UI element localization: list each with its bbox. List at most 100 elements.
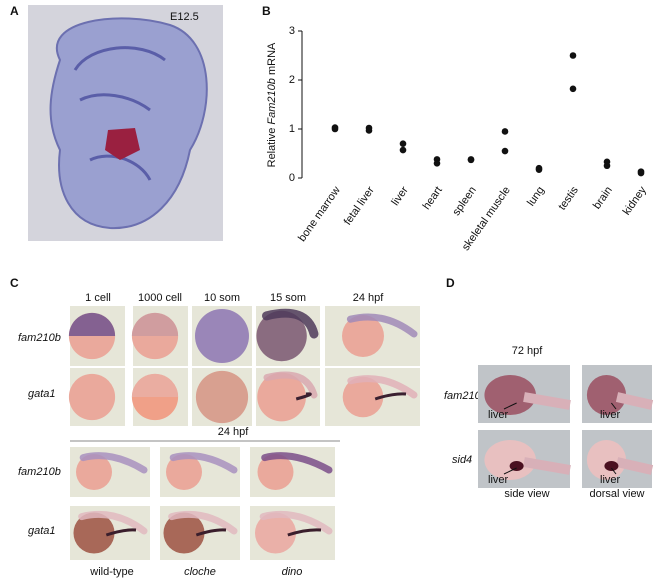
stage-label: 72 hpf [512,345,544,357]
yolk [195,370,249,424]
yolk [254,512,297,554]
column-label: 15 som [270,292,306,304]
x-tick-label: heart [421,185,445,212]
y-label-part: Relative [266,128,278,168]
yolk [342,315,384,357]
x-tick-label: kidney [621,184,649,217]
y-label-part: mRNA [266,42,278,75]
genotype-label: wild-type [89,566,133,578]
tail [259,510,333,535]
data-point [637,169,645,177]
row-label: gata1 [28,388,56,400]
data-point [569,52,577,59]
organ-label: liver [488,474,509,486]
data-point [501,147,509,155]
tail [168,510,238,535]
organ-label: liver [488,409,509,421]
x-tick-label: liver [389,184,411,208]
data-point [569,85,577,93]
x-tick-label: spleen [450,185,478,218]
tail [263,371,318,399]
arrow [611,467,617,475]
y-tick-label: 3 [289,25,295,37]
stage-label: E12.5 [170,11,199,23]
column-label: 1000 cell [138,292,182,304]
genotype-label: cloche [184,566,216,578]
x-tick-label: bone marrow [296,184,343,244]
larva-tail [615,457,654,475]
tail [169,452,238,474]
x-tick-label: testis [556,184,581,212]
stain [295,392,312,401]
data-point [365,127,373,134]
x-tick-label: lung [525,185,547,209]
larva-tail [615,392,654,410]
y-tick-label: 2 [289,74,295,86]
liver-stain [509,461,524,471]
panel-label: B [262,4,271,18]
liver-stain [105,128,140,160]
embryo-section [49,17,208,230]
stain [105,528,137,537]
tail [261,308,319,339]
panel-label: A [10,4,19,18]
row-label: sid4 [452,454,472,466]
yolk [257,372,306,422]
y-tick-label: 0 [289,172,295,184]
row-label: fam210b [18,332,61,344]
liver-stain [604,461,619,471]
yolk [195,309,249,363]
data-point [467,156,475,164]
stain [374,392,407,401]
view-label: side view [504,488,549,500]
data-point [399,146,407,154]
data-point [399,140,407,147]
larva [586,375,627,415]
y-axis-label: Relative Fam210b mRNA [266,42,278,167]
data-point [501,128,509,135]
larva-tail [523,392,571,410]
stain [131,312,179,336]
yolk [166,454,202,490]
organ-label: liver [600,409,621,421]
tail [78,510,148,535]
column-label: 10 som [204,292,240,304]
yolk [256,310,307,362]
larva [586,440,627,480]
data-point [433,160,441,167]
stain [68,312,116,336]
y-label-part: Fam210b [266,78,278,124]
yolk [163,512,205,554]
tail [347,375,418,399]
larva-tail [523,457,571,475]
data-point [331,125,339,133]
arrow [611,402,617,410]
row-label: gata1 [28,525,56,537]
y-tick-label: 1 [289,123,295,135]
stain [131,373,179,397]
organ-label: liver [600,474,621,486]
stain [287,528,322,537]
stain [195,528,227,537]
tail [261,452,333,474]
x-tick-label: fetal liver [342,184,377,227]
tail [79,452,148,474]
arrow [503,402,517,410]
larva [484,440,536,480]
yolk [68,373,116,421]
yolk [257,454,294,490]
view-label: dorsal view [589,488,644,500]
panel-label: D [446,276,455,290]
yolk [73,512,115,554]
data-point [603,162,611,170]
yolk [76,454,112,490]
yolk [342,376,384,418]
tail [346,313,418,338]
larva [484,375,536,415]
row-label: fam210b [18,466,61,478]
row-label: fam210b [444,390,487,402]
column-label: 1 cell [85,292,111,304]
arrow [503,467,517,475]
x-tick-label: brain [591,185,615,212]
